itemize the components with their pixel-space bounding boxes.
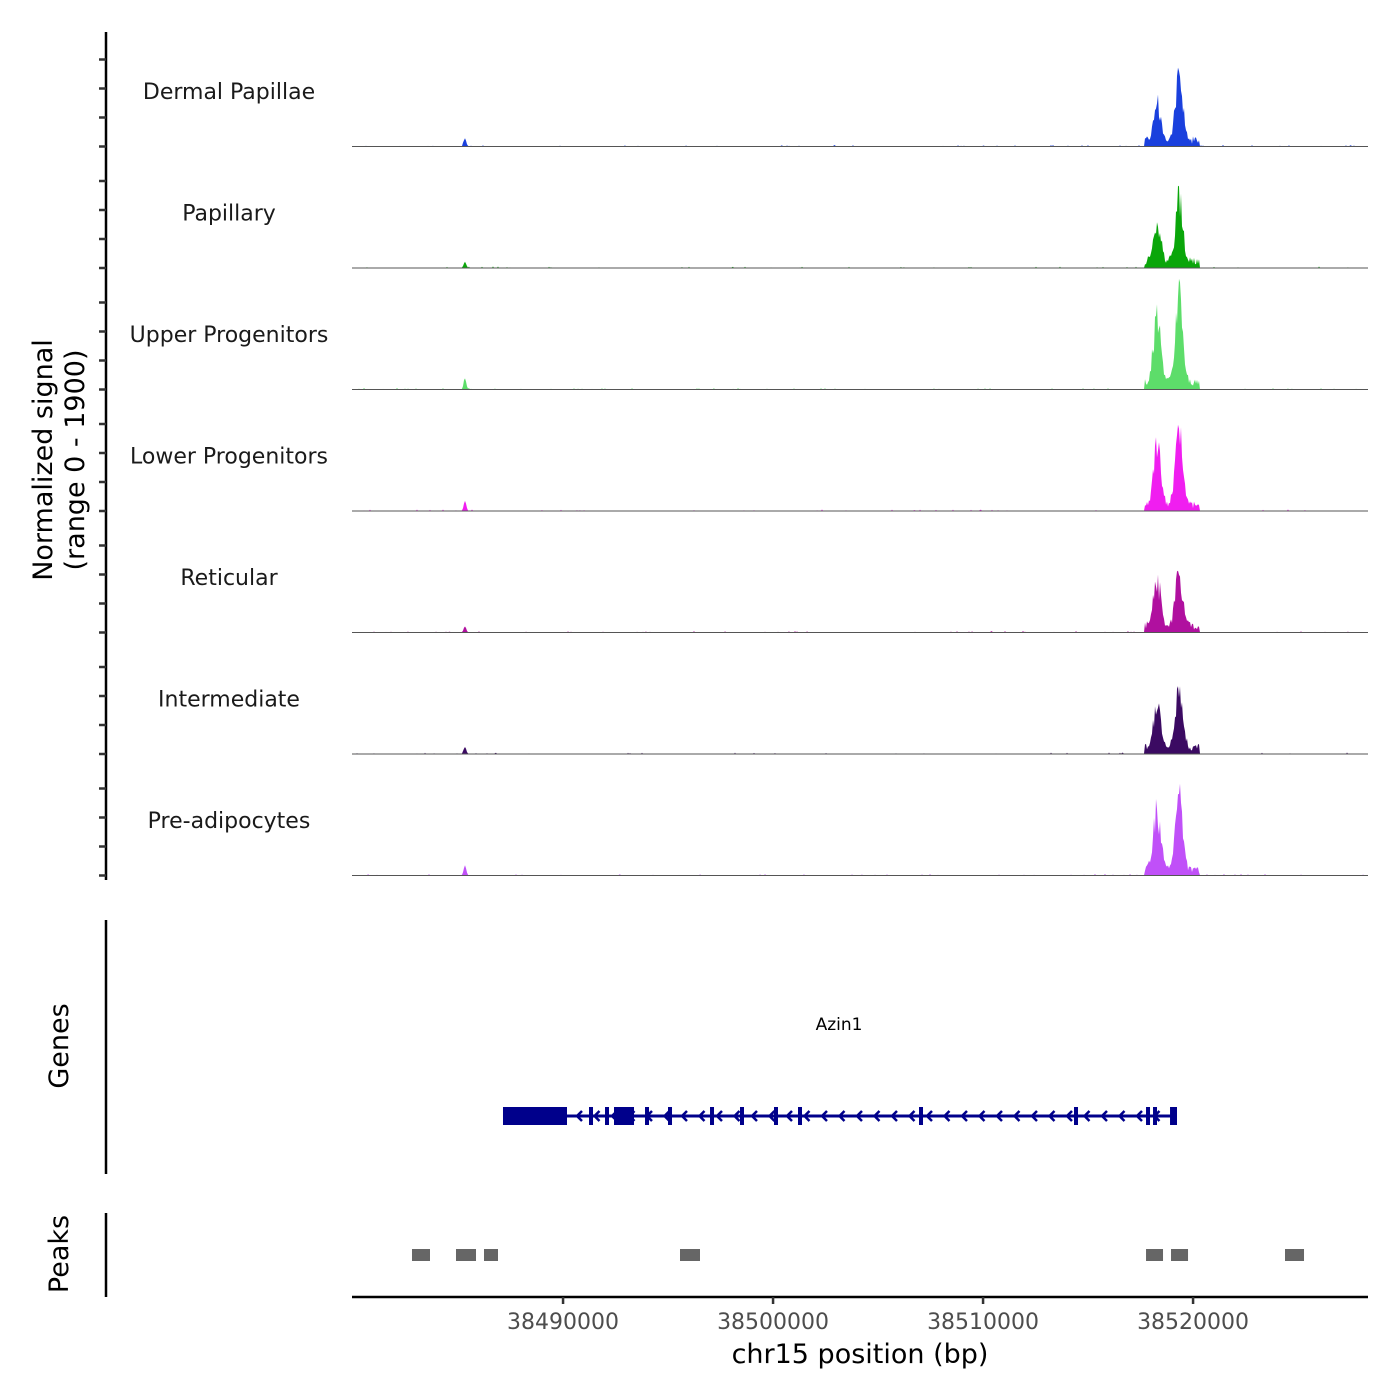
signal-y-ticks: [99, 58, 106, 877]
strand-arrow-icon: [732, 1110, 741, 1122]
signal-area: [352, 570, 1368, 633]
strand-arrow-icon: [1065, 1110, 1073, 1122]
track-pre-adipocytes: Pre-adipocytes: [148, 783, 1368, 876]
strand-arrow-icon: [697, 1110, 706, 1122]
strand-arrow-icon: [890, 1110, 898, 1122]
gene-exon: [1173, 1107, 1178, 1125]
signal-area: [352, 278, 1368, 390]
strand-arrow-icon: [977, 1110, 986, 1122]
gene-model: [502, 1107, 1178, 1125]
strand-arrow-icon: [907, 1110, 916, 1122]
track-papillary: Papillary: [182, 185, 1368, 269]
track-label: Intermediate: [158, 688, 300, 713]
peak-region: [1285, 1249, 1305, 1261]
strand-arrow-icon: [1100, 1110, 1108, 1122]
strand-arrow-icon: [715, 1110, 723, 1122]
strand-arrow-icon: [925, 1110, 933, 1122]
peaks-label: Peaks: [44, 1215, 75, 1293]
strand-arrow-icon: [592, 1110, 601, 1122]
track-label: Dermal Papillae: [143, 80, 315, 105]
signal-area: [352, 67, 1368, 147]
strand-arrow-icon: [1030, 1110, 1038, 1122]
track-intermediate: Intermediate: [158, 686, 1368, 755]
strand-arrow-icon: [575, 1110, 583, 1122]
signal-tracks: Dermal Papillae Papillary Upper Progenitor…: [130, 67, 1368, 876]
peak-region: [1171, 1249, 1189, 1261]
strand-arrow-icon: [1012, 1110, 1021, 1122]
strand-arrow-icon: [785, 1110, 793, 1122]
x-tick-label: 38510000: [927, 1310, 1039, 1335]
strand-arrow-icon: [680, 1110, 688, 1122]
gene-exon: [1146, 1107, 1151, 1125]
gene-exon: [739, 1107, 744, 1125]
track-lower-progenitors: Lower Progenitors: [130, 424, 1368, 512]
x-tick-label: 38520000: [1137, 1310, 1249, 1335]
gene-exon-block: [614, 1107, 635, 1125]
peak-region: [411, 1249, 430, 1261]
track-label: Reticular: [180, 566, 278, 591]
x-tick-label: 38490000: [507, 1310, 619, 1335]
signal-area: [352, 686, 1368, 754]
gene-exon: [919, 1107, 924, 1125]
genes-label: Genes: [44, 1003, 75, 1088]
track-label: Upper Progenitors: [130, 323, 329, 348]
strand-arrow-icon: [1047, 1110, 1056, 1122]
gene-name: Azin1: [816, 1015, 863, 1035]
strand-arrow-icon: [820, 1110, 828, 1122]
strand-arrow-icon: [855, 1110, 863, 1122]
peak-region: [680, 1249, 700, 1261]
gene-exon: [1074, 1107, 1079, 1125]
strand-arrow-icon: [767, 1110, 776, 1122]
peak-region: [455, 1249, 477, 1261]
gene-exon: [645, 1107, 650, 1125]
signal-area: [352, 185, 1368, 268]
y-axis-label: Normalized signal: [28, 339, 59, 581]
signal-area: [352, 783, 1368, 876]
track-reticular: Reticular: [180, 566, 1368, 633]
peak-regions: [411, 1249, 1305, 1261]
strand-arrow-icon: [837, 1110, 846, 1122]
gene-exon: [773, 1107, 778, 1125]
track-upper-progenitors: Upper Progenitors: [130, 278, 1368, 390]
strand-arrow-icon: [750, 1110, 758, 1122]
gene-exon: [1170, 1107, 1175, 1125]
x-axis-label: chr15 position (bp): [732, 1339, 989, 1370]
gene-exon: [589, 1107, 594, 1125]
strand-arrow-icon: [960, 1110, 968, 1122]
strand-arrow-icon: [662, 1110, 671, 1122]
gene-exon: [1153, 1107, 1158, 1125]
strand-arrow-icon: [942, 1110, 951, 1122]
strand-arrow-icon: [1082, 1110, 1091, 1122]
track-label: Pre-adipocytes: [148, 809, 311, 834]
strand-arrow-icon: [872, 1110, 881, 1122]
gene-exon: [710, 1107, 715, 1125]
x-tick-label: 38500000: [717, 1310, 829, 1335]
strand-arrow-icon: [995, 1110, 1003, 1122]
peak-region: [484, 1249, 498, 1261]
strand-arrow-icon: [802, 1110, 811, 1122]
gene-exon: [605, 1107, 610, 1125]
gene-exon: [668, 1107, 673, 1125]
x-ticks: 38490000 38500000 38510000 38520000: [507, 1297, 1249, 1335]
track-label: Papillary: [182, 202, 276, 227]
peak-region: [1146, 1249, 1164, 1261]
y-axis-sublabel: (range 0 - 1900): [60, 350, 91, 571]
gene-exon: [798, 1107, 803, 1125]
track-dermal-papillae: Dermal Papillae: [143, 67, 1368, 147]
track-label: Lower Progenitors: [130, 445, 328, 470]
gene-exon-block: [502, 1107, 568, 1125]
signal-area: [352, 424, 1368, 511]
strand-arrow-icon: [1135, 1110, 1143, 1122]
strand-arrow-icon: [1117, 1110, 1126, 1122]
